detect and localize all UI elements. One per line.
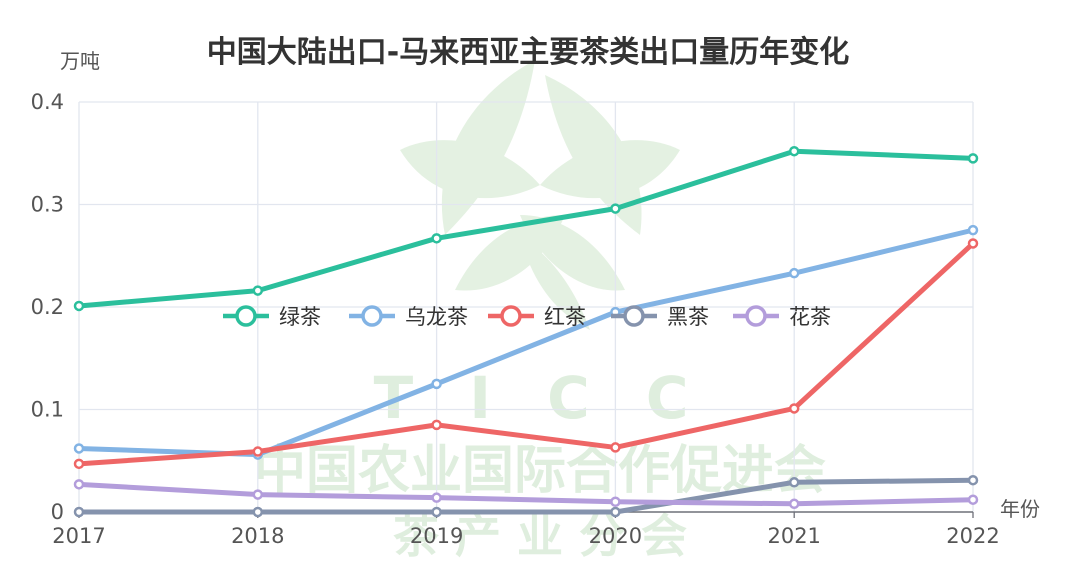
chart-title: 中国大陆出口-马来西亚主要茶类出口量历年变化 [207,35,849,70]
x-tick-label: 2021 [767,524,820,548]
series-line-3 [76,477,976,515]
data-point [788,267,800,279]
x-tick-label: 2017 [52,524,105,548]
y-tick-label: 0.3 [31,193,64,217]
legend-item[interactable]: 红茶 [488,305,586,329]
data-point [73,479,85,490]
data-point [967,238,979,249]
legend-label: 乌龙茶 [405,305,468,329]
legend-marker [623,305,645,327]
data-point [788,498,800,510]
leaf-logo-icon [400,60,680,330]
watermark: T I C C 中国农业国际合作促进会 茶 产 业 分 会 [254,60,826,563]
x-axis-name: 年份 [1000,497,1040,521]
x-tick-label: 2019 [410,524,463,548]
y-tick-label: 0.4 [31,90,64,114]
data-point [610,203,621,214]
series-line-0 [76,148,976,309]
data-point [610,496,621,507]
data-point [610,442,621,453]
legend: 绿茶 乌龙茶 红茶 黑茶 花茶 [223,305,831,329]
legend-marker [361,305,383,327]
data-point [431,233,442,244]
data-point [252,446,264,457]
legend-item[interactable]: 花茶 [733,305,831,329]
data-point [967,474,979,486]
watermark-letters: T I C C [374,364,707,432]
data-point [252,285,264,296]
legend-item[interactable]: 绿茶 [223,305,321,329]
data-point [252,489,264,500]
legend-marker [500,305,522,327]
data-point [431,419,442,431]
data-point [788,477,800,488]
legend-label: 绿茶 [279,305,321,329]
legend-item[interactable]: 黑茶 [611,305,709,329]
data-point [967,153,979,164]
data-point [967,224,979,236]
legend-item[interactable]: 乌龙茶 [349,305,468,329]
x-tick-label: 2018 [231,524,284,548]
data-point [431,506,442,518]
data-point [788,403,800,414]
data-point [73,506,85,518]
legend-marker [745,305,767,327]
series-layer [73,145,979,518]
x-tick-label: 2022 [946,524,999,548]
legend-label: 红茶 [544,305,586,329]
data-point [431,492,442,503]
axes: 0 0.1 0.2 0.3 0.4 2017 2018 2019 2020 2021 2022 [31,90,1000,548]
y-axis-name: 万吨 [60,49,100,73]
series-line-4 [76,481,976,507]
x-tick-label: 2020 [589,524,642,548]
legend-label: 黑茶 [667,305,709,329]
y-tick-label: 0 [51,500,64,524]
data-point [788,145,800,157]
series-line-2 [76,240,976,467]
data-point [73,443,85,454]
watermark-line2: 茶 产 业 分 会 [393,509,687,563]
data-point [73,458,85,470]
legend-marker [235,305,257,327]
y-tick-label: 0.1 [31,398,64,422]
legend-label: 花茶 [789,305,831,329]
data-point [610,506,621,518]
y-tick-label: 0.2 [31,295,64,319]
data-point [252,506,264,518]
data-point [967,494,979,505]
data-point [73,300,85,312]
data-point [431,378,442,390]
